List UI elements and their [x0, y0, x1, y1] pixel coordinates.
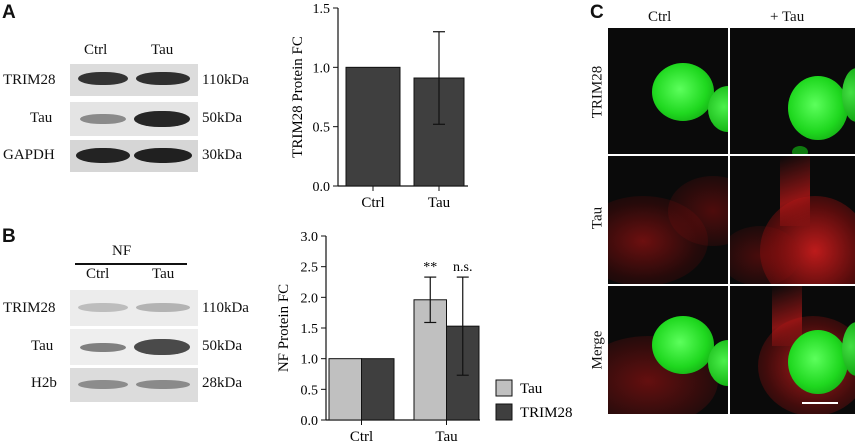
blot-a-gapdh-band-tau: [134, 148, 192, 163]
bar-tau-ctrl: [328, 358, 362, 421]
legend-label-tau: Tau: [520, 381, 543, 397]
legend-label-trim28: TRIM28: [520, 405, 573, 421]
chart-b-plot: 0.0 0.5 1.0 1.5 2.0 2.5 3.0 Ctrl ** n.s. Tau NF Pro…: [276, 230, 573, 445]
blot-a-tau-band-ctrl: [80, 114, 126, 124]
blot-a-gapdh-band-ctrl: [76, 148, 130, 163]
micro-tau-tau: [730, 156, 855, 284]
nucleus-green: [652, 316, 714, 374]
blot-a-tau-band-tau: [134, 111, 190, 127]
tau-signal: [608, 196, 708, 284]
blot-b-header: NF: [112, 243, 132, 259]
y-axis-label: NF Protein FC: [276, 284, 292, 372]
nucleus-green: [842, 322, 855, 376]
significance-label: **: [423, 260, 437, 275]
blot-b-size-trim28: 110kDa: [202, 300, 249, 316]
nucleus-green: [788, 330, 848, 394]
significance-label: n.s.: [453, 260, 472, 275]
blot-b-h2b-strip: [70, 368, 198, 402]
legend-swatch-trim28: [495, 403, 513, 421]
y-tick-label: 1.0: [301, 353, 319, 368]
nucleus-green: [708, 86, 728, 132]
blot-b-h2b-band-tau: [136, 380, 190, 389]
panel-label-c: C: [590, 2, 604, 23]
chart-a-plot: 0.0 0.5 1.0 1.5 Ctrl Tau TRIM28 Protein FC: [290, 2, 468, 211]
y-tick-label: 3.0: [301, 230, 319, 245]
nucleus-green: [788, 76, 848, 140]
micro-col-ctrl: Ctrl: [648, 9, 672, 25]
micro-merge-tau: [730, 286, 855, 414]
blot-b-lane-tau: Tau: [152, 266, 175, 282]
nucleus-green: [792, 146, 808, 154]
blot-b-header-line: [75, 263, 187, 265]
tau-signal: [730, 226, 800, 284]
y-tick-label: 2.5: [301, 261, 319, 276]
blot-b-h2b-band-ctrl: [78, 380, 128, 389]
y-tick-label: 0.5: [301, 383, 319, 398]
x-tick-label: Tau: [428, 195, 451, 211]
micro-col-tau: + Tau: [770, 9, 805, 25]
blot-a-trim28-band-tau: [136, 72, 190, 85]
y-tick-label: 0.5: [313, 121, 331, 136]
blot-a-size-trim28: 110kDa: [202, 72, 249, 88]
y-tick-label: 1.0: [313, 61, 331, 76]
y-tick-label: 0.0: [301, 414, 319, 429]
x-tick-label: Tau: [435, 429, 458, 445]
y-tick-label: 0.0: [313, 180, 331, 195]
micro-row-tau: Tau: [589, 206, 606, 230]
nucleus-green: [708, 340, 728, 386]
scale-bar: [802, 402, 838, 404]
micro-merge-ctrl: [608, 286, 728, 414]
blot-b-lane-ctrl: Ctrl: [86, 266, 110, 282]
x-tick-label: Ctrl: [350, 429, 373, 445]
y-tick-label: 2.0: [301, 291, 319, 306]
blot-b-tau-band-ctrl: [80, 343, 126, 352]
blot-a-size-gapdh: 30kDa: [202, 147, 242, 163]
blot-b-tau-band-tau: [134, 339, 190, 355]
y-tick-label: 1.5: [301, 322, 319, 337]
chart-a: 0.0 0.5 1.0 1.5 Ctrl Tau TRIM28 Protein FC: [290, 2, 468, 211]
blot-b-protein-trim28: TRIM28: [3, 300, 56, 316]
blot-b-protein-tau: Tau: [31, 338, 54, 354]
x-tick-label: Ctrl: [361, 195, 384, 211]
bar-trim28-ctrl: [361, 358, 395, 421]
blot-a-protein-gapdh: GAPDH: [3, 147, 55, 163]
micro-row-merge: Merge: [589, 330, 606, 370]
blot-a-tau-strip: [70, 102, 198, 136]
micro-row-trim28: TRIM28: [589, 65, 606, 119]
blot-a-protein-trim28: TRIM28: [3, 72, 56, 88]
blot-a-trim28-band-ctrl: [78, 72, 128, 85]
panel-label-a: A: [2, 2, 16, 23]
panel-label-b: B: [2, 226, 16, 247]
nucleus-green: [652, 63, 714, 121]
blot-a-lane-ctrl: Ctrl: [84, 42, 108, 58]
blot-b-trim28-strip: [70, 290, 198, 326]
blot-a-size-tau: 50kDa: [202, 110, 242, 126]
blot-a-protein-tau: Tau: [30, 110, 53, 126]
blot-b-size-tau: 50kDa: [202, 338, 242, 354]
micro-trim28-ctrl: [608, 28, 728, 154]
tau-neurite: [780, 156, 810, 226]
tau-neurite: [772, 286, 802, 346]
blot-b-protein-h2b: H2b: [31, 375, 57, 391]
blot-b-trim28-band-tau: [136, 303, 190, 312]
y-tick-label: 1.5: [313, 2, 331, 17]
y-axis-label: TRIM28 Protein FC: [290, 36, 306, 158]
legend-swatch-tau: [495, 379, 513, 397]
micro-trim28-tau: [730, 28, 855, 154]
blot-a-gapdh-strip: [70, 140, 198, 172]
blot-b-size-h2b: 28kDa: [202, 375, 242, 391]
nucleus-green: [842, 68, 855, 122]
blot-a-lane-tau: Tau: [151, 42, 174, 58]
micro-tau-ctrl: [608, 156, 728, 284]
chart-b: 0.0 0.5 1.0 1.5 2.0 2.5 3.0 Ctrl ** n.s. Tau NF Pro…: [276, 230, 573, 445]
bar-ctrl: [345, 66, 401, 187]
blot-b-trim28-band-ctrl: [78, 303, 128, 312]
blot-b-tau-strip: [70, 329, 198, 365]
blot-a-trim28-strip: [70, 64, 198, 96]
